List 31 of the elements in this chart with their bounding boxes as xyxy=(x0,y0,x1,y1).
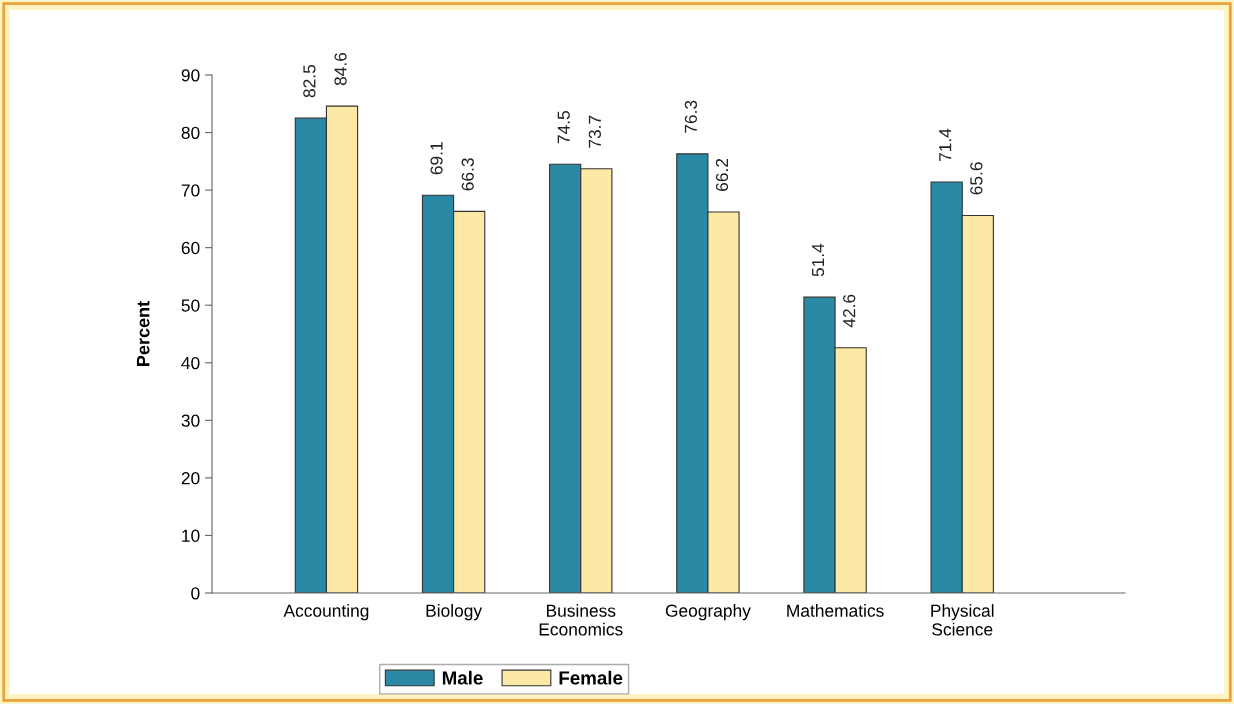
x-tick-label: Mathematics xyxy=(787,604,884,617)
y-tick-label: 40 xyxy=(181,356,200,370)
y-tick-label: 60 xyxy=(181,241,200,255)
y-tick-label: 80 xyxy=(181,126,200,140)
x-tick-label: Business Economics xyxy=(539,604,623,636)
data-label: 69.1 xyxy=(430,142,443,175)
data-label: 66.2 xyxy=(715,158,729,191)
y-axis-title: Percent xyxy=(136,301,150,366)
data-label: 65.6 xyxy=(970,162,983,195)
x-tick-label: Geography xyxy=(665,604,751,621)
y-tick-label: 0 xyxy=(191,587,200,600)
data-label: 84.6 xyxy=(334,52,347,86)
data-label: 42.6 xyxy=(843,294,856,328)
y-tick-label: 10 xyxy=(182,529,200,542)
data-label: 71.4 xyxy=(939,128,952,162)
y-tick-label: 30 xyxy=(181,414,200,427)
data-label: 51.4 xyxy=(812,243,825,277)
x-tick-label: Biology xyxy=(426,604,483,621)
data-label: 82.5 xyxy=(303,64,316,98)
y-tick-label: 90 xyxy=(181,69,200,82)
x-tick-label: Physical Science xyxy=(931,604,994,636)
data-label: 73.7 xyxy=(588,115,601,148)
legend-label: Female xyxy=(559,670,623,685)
y-tick-label: 20 xyxy=(181,472,200,485)
x-tick-label: Accounting xyxy=(283,604,369,621)
y-tick-label: 70 xyxy=(181,184,200,197)
data-label: 74.5 xyxy=(557,111,570,144)
data-label: 66.3 xyxy=(461,158,474,191)
data-label: 76.3 xyxy=(684,100,697,133)
legend-label: Male xyxy=(442,670,483,685)
y-tick-label: 50 xyxy=(181,299,200,312)
